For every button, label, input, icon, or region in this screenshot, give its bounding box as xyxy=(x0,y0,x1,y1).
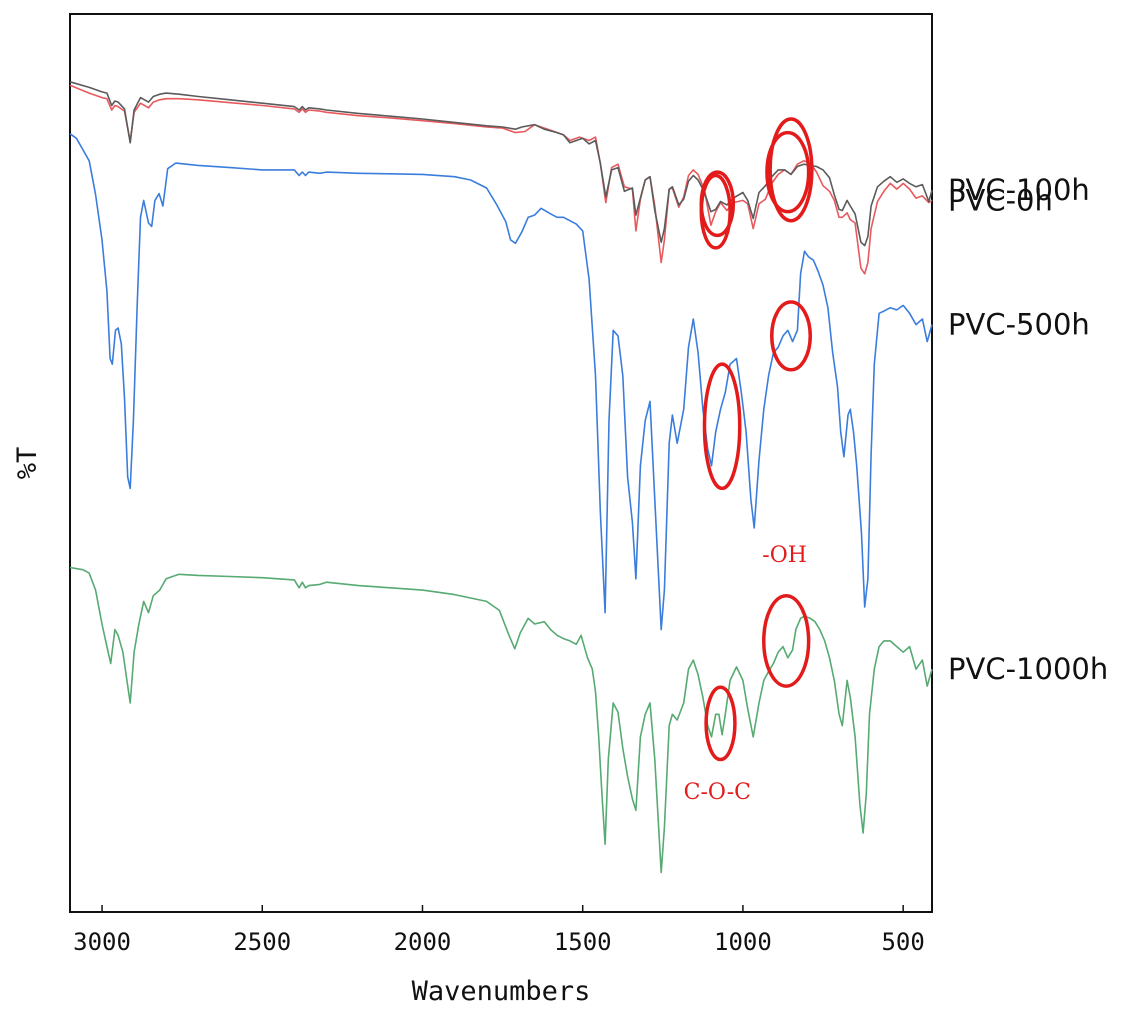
series-layer xyxy=(69,81,933,874)
plot-frame xyxy=(69,13,933,913)
highlight-ellipse-7 xyxy=(762,593,811,688)
y-axis-title: %T xyxy=(12,447,43,480)
series-line-0 xyxy=(69,84,933,275)
x-tick-label-4: 1000 xyxy=(714,928,772,956)
highlight-ellipse-1 xyxy=(768,117,814,223)
annotation-layer: -OH C-O-C xyxy=(684,543,807,805)
series-label-3: PVC-1000h xyxy=(948,652,1108,686)
series-label-0: PVC-0h xyxy=(948,183,1053,217)
annotation-1: C-O-C xyxy=(684,780,751,805)
annotation-0: -OH xyxy=(762,543,807,568)
series-line-3 xyxy=(69,566,933,874)
series-label-2: PVC-500h xyxy=(948,308,1090,342)
series-line-1 xyxy=(69,81,933,247)
x-tick-label-2: 2000 xyxy=(394,928,452,956)
x-axis-ticks: 3000 2500 2000 1500 1000 500 xyxy=(73,905,925,956)
highlight-ellipse-6 xyxy=(704,685,737,762)
x-tick-label-5: 500 xyxy=(881,928,924,956)
x-axis-title: Wavenumbers xyxy=(412,976,591,1007)
highlight-ellipse-3 xyxy=(765,130,811,214)
highlight-ellipse-5 xyxy=(770,300,812,372)
x-tick-label-0: 3000 xyxy=(73,928,131,956)
x-tick-label-3: 1500 xyxy=(554,928,612,956)
highlight-layer xyxy=(699,117,814,762)
series-line-2 xyxy=(69,133,933,631)
highlight-ellipse-2 xyxy=(699,173,732,250)
series-label-1: PVC-100h xyxy=(948,173,1090,207)
x-tick-label-1: 2500 xyxy=(233,928,291,956)
highlight-ellipse-4 xyxy=(702,362,742,491)
